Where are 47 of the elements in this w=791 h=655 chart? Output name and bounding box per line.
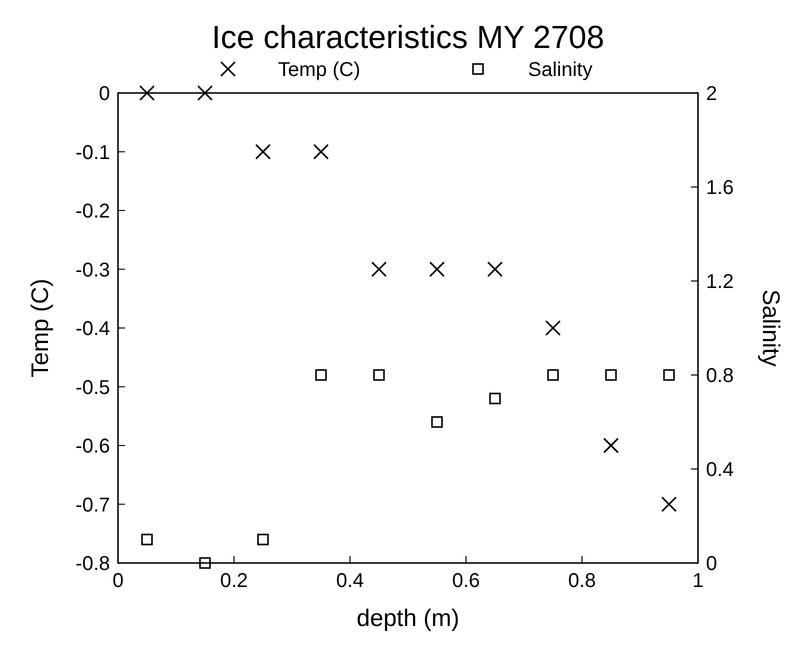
x-tick-label: 0.4	[336, 570, 364, 592]
x-tick-label: 0.2	[220, 570, 248, 592]
x-axis-title: depth (m)	[356, 605, 460, 632]
y-axis-title: Temp (C)	[27, 278, 54, 378]
point	[199, 557, 211, 569]
y-tick-label: -0.5	[76, 376, 110, 399]
y-tick-label: -0.2	[76, 200, 110, 222]
point	[315, 369, 327, 381]
point	[603, 438, 619, 454]
y-tick-label: -0.8	[76, 553, 110, 575]
point	[257, 534, 269, 546]
point	[139, 85, 155, 101]
point	[487, 261, 503, 278]
point	[373, 369, 385, 381]
point	[429, 261, 445, 278]
y-tick-label: -0.3	[76, 259, 110, 282]
point	[197, 85, 213, 101]
y-tick-label: -0.4	[76, 318, 110, 340]
y2-axis-title: Salinity	[757, 289, 784, 367]
legend-label: Temp (C)	[278, 59, 360, 81]
x-tick-label: 1	[692, 570, 704, 592]
point	[605, 369, 617, 381]
y-tick-label: -0.6	[76, 436, 110, 458]
point	[663, 369, 675, 381]
x-tick-label: 0.8	[568, 570, 596, 592]
legend-label: Salinity	[528, 59, 592, 81]
point	[661, 496, 677, 512]
x-tick-label: 0	[112, 570, 124, 592]
point	[545, 320, 561, 336]
point	[313, 144, 329, 160]
point	[371, 261, 387, 278]
y2-tick-label: 1.6	[706, 177, 734, 199]
y-tick-label: 0	[98, 83, 110, 105]
x-tick-label: 0.6	[452, 570, 480, 592]
point	[431, 416, 443, 428]
y-tick-label: -0.1	[76, 142, 110, 164]
y2-tick-label: 0	[706, 553, 718, 575]
chart-title: Ice characteristics MY 2708	[212, 19, 604, 55]
point	[489, 392, 501, 404]
point	[547, 369, 559, 381]
y2-tick-label: 0.4	[706, 459, 734, 481]
y-tick-label: -0.7	[76, 494, 110, 516]
y2-tick-label: 2	[706, 83, 718, 105]
point	[255, 144, 271, 160]
point	[141, 534, 153, 546]
y2-tick-label: 1.2	[706, 271, 734, 293]
y2-tick-label: 0.8	[706, 365, 734, 387]
